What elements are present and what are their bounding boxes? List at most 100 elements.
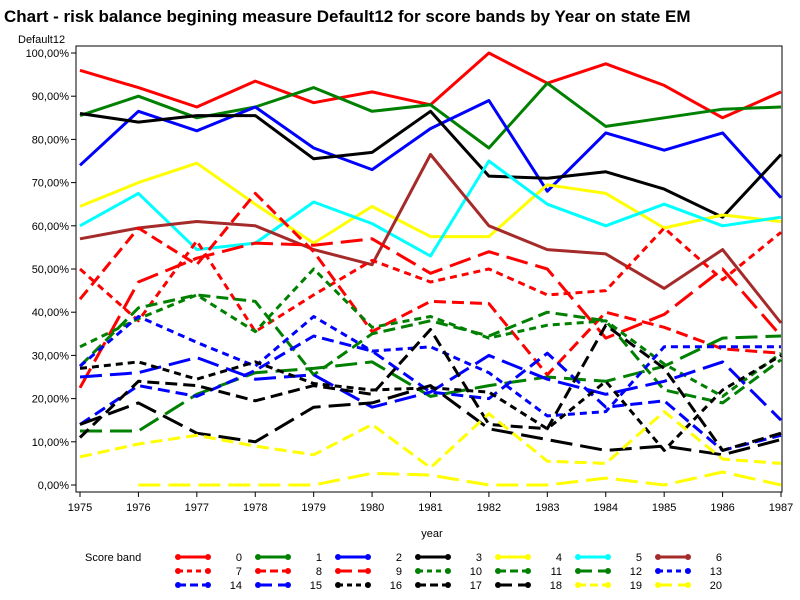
series-line-0	[79, 51, 782, 120]
legend-swatch-dot	[575, 582, 581, 588]
legend-label: 9	[396, 566, 402, 578]
legend-swatch-dot	[255, 582, 261, 588]
series-line-7	[79, 226, 782, 334]
legend-item-1: 1	[255, 552, 322, 564]
legend-item-4: 4	[495, 552, 562, 564]
legend-item-17: 17	[415, 580, 482, 592]
legend-swatch-dot	[415, 568, 421, 574]
legend-item-15: 15	[255, 580, 322, 592]
legend-item-12: 12	[575, 566, 642, 578]
legend-label: 4	[556, 552, 562, 564]
series-line-4	[79, 161, 782, 245]
legend-label: 7	[236, 566, 242, 578]
legend-swatch-dot	[175, 568, 181, 574]
y-tick-label: 10,00%	[32, 437, 70, 449]
x-tick-label: 1983	[535, 502, 559, 514]
y-tick-label: 50,00%	[32, 264, 70, 276]
legend-swatch-dot	[655, 568, 661, 574]
legend-swatch-dot	[575, 554, 581, 560]
legend-item-10: 10	[415, 566, 482, 578]
legend-label: 13	[710, 566, 722, 578]
x-tick-label: 1980	[360, 502, 384, 514]
legend-item-11: 11	[495, 566, 562, 578]
y-axis-label: Default12	[18, 34, 65, 46]
legend-label: 15	[310, 580, 322, 592]
series-line-17	[78, 323, 782, 452]
series-line-18	[79, 384, 782, 457]
legend-swatch-dot	[415, 554, 421, 560]
legend-swatch-dot	[655, 582, 661, 588]
y-tick-label: 40,00%	[32, 307, 70, 319]
x-tick-label: 1976	[126, 502, 150, 514]
x-tick-label: 1975	[68, 502, 92, 514]
legend-swatch-dot	[685, 568, 691, 574]
legend-swatch-dot	[365, 582, 371, 588]
series-line-16	[79, 354, 782, 452]
x-tick-label: 1987	[769, 502, 793, 514]
legend-label: 10	[470, 566, 482, 578]
legend-item-18: 18	[495, 580, 562, 592]
series-line-9	[78, 237, 783, 389]
series-line-10	[79, 267, 782, 398]
legend-label: 17	[470, 580, 482, 592]
legend-title: Score band	[85, 552, 141, 564]
x-tick-label: 1978	[243, 502, 267, 514]
legend-label: 19	[630, 580, 642, 592]
legend-swatch-dot	[175, 554, 181, 560]
legend-swatch-dot	[605, 568, 611, 574]
legend-swatch-dot	[605, 582, 611, 588]
series-line-8	[78, 191, 782, 377]
y-tick-label: 20,00%	[32, 394, 70, 406]
legend-item-2: 2	[335, 552, 402, 564]
legend-swatch-dot	[655, 554, 661, 560]
legend-swatch-dot	[285, 554, 291, 560]
legend-item-13: 13	[655, 566, 722, 578]
legend-swatch-dot	[285, 582, 291, 588]
legend-swatch-dot	[685, 554, 691, 560]
legend-swatch-dot	[365, 554, 371, 560]
legend-swatch-dot	[495, 582, 501, 588]
legend-label: 16	[390, 580, 402, 592]
x-tick-label: 1981	[418, 502, 442, 514]
legend-item-5: 5	[575, 552, 642, 564]
x-axis-label: year	[421, 528, 443, 540]
legend-label: 20	[710, 580, 722, 592]
y-tick-label: 60,00%	[32, 221, 70, 233]
x-tick-label: 1982	[477, 502, 501, 514]
series-line-1	[79, 81, 782, 150]
legend-item-16: 16	[335, 580, 402, 592]
legend-item-9: 9	[335, 566, 402, 578]
legend-swatch-dot	[415, 582, 421, 588]
legend-swatch-dot	[255, 554, 261, 560]
series-line-13	[79, 315, 781, 418]
legend-label: 6	[716, 552, 722, 564]
legend-swatch-dot	[335, 554, 341, 560]
legend-swatch-dot	[495, 554, 501, 560]
legend-swatch-dot	[445, 568, 451, 574]
legend-swatch-dot	[445, 554, 451, 560]
series-line-2	[78, 99, 783, 199]
legend-swatch-dot	[205, 554, 211, 560]
legend-label: 11	[551, 566, 562, 578]
legend-label: 0	[236, 552, 242, 564]
legend-swatch-dot	[365, 568, 371, 574]
legend-label: 2	[396, 552, 402, 564]
y-tick-label: 80,00%	[32, 134, 70, 146]
y-tick-label: 90,00%	[32, 91, 70, 103]
legend-item-8: 8	[255, 566, 322, 578]
legend-swatch-dot	[525, 568, 531, 574]
x-tick-label: 1977	[185, 502, 209, 514]
chart-title: Chart - risk balance begining measure De…	[4, 7, 691, 26]
legend-swatch-dot	[255, 568, 261, 574]
x-tick-label: 1985	[652, 502, 676, 514]
legend-swatch-dot	[525, 554, 531, 560]
legend-swatch-dot	[205, 568, 211, 574]
legend-swatch-dot	[285, 568, 291, 574]
legend-swatch-dot	[445, 582, 451, 588]
legend-item-19: 19	[575, 580, 642, 592]
legend-swatch-dot	[525, 582, 531, 588]
legend-swatch-dot	[495, 568, 501, 574]
legend-item-7: 7	[175, 566, 242, 578]
legend-label: 8	[316, 566, 322, 578]
